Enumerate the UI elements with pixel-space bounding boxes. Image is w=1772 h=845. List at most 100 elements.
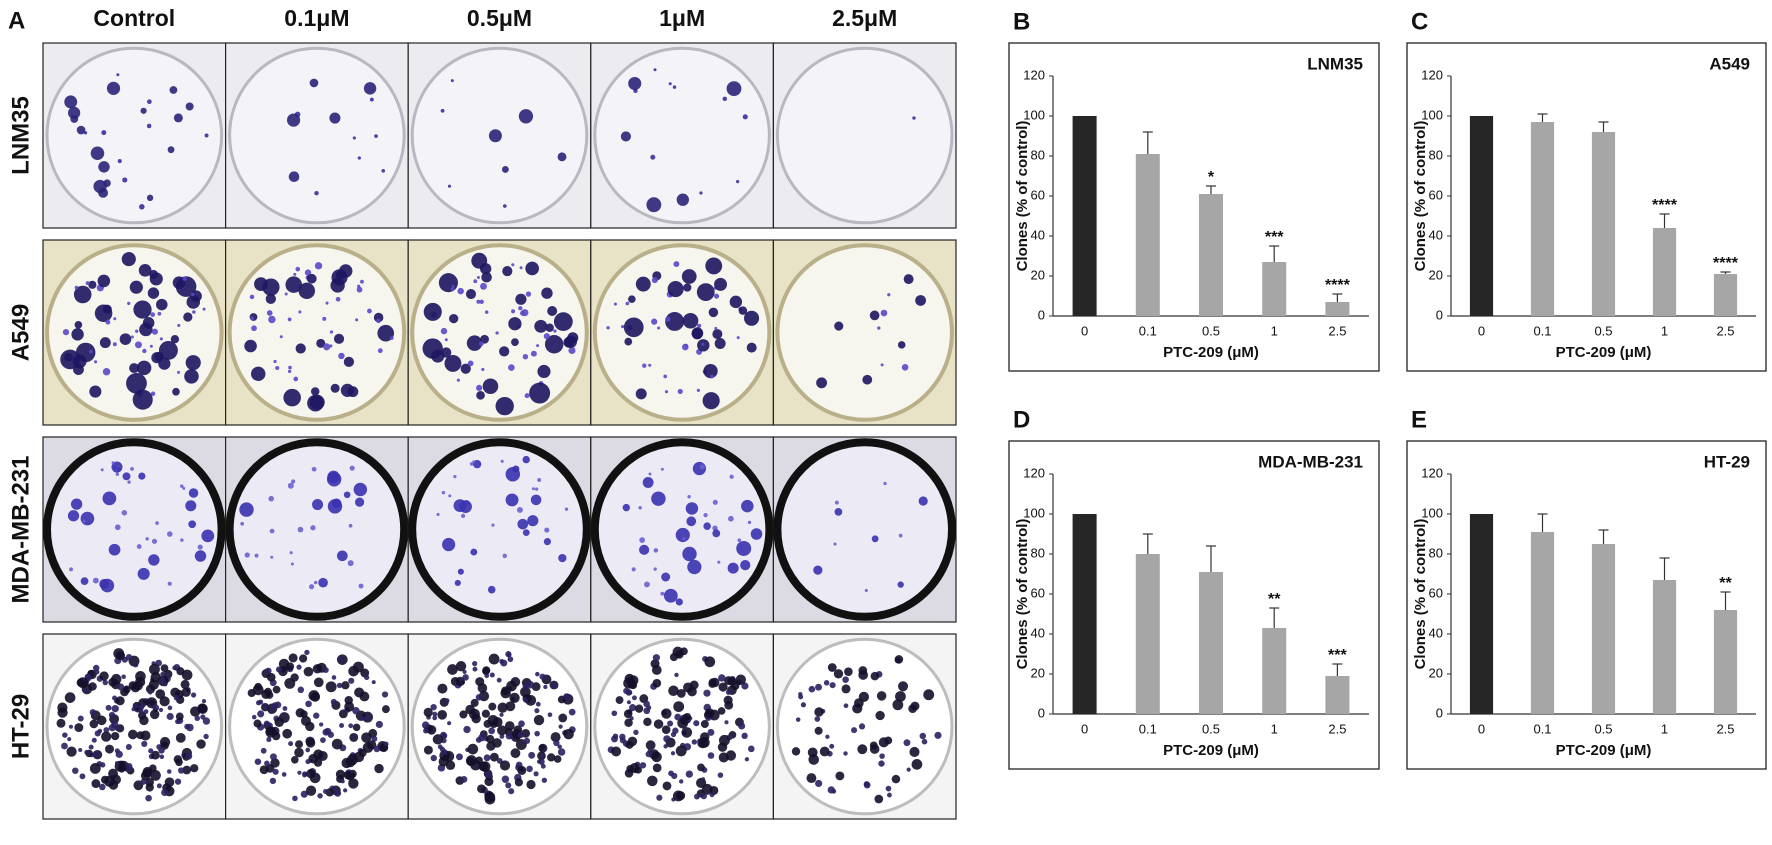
- colony: [567, 332, 579, 344]
- colony: [651, 665, 662, 675]
- x-tick-label: 0.5: [1594, 721, 1612, 736]
- colony: [685, 502, 699, 515]
- colony: [282, 728, 293, 739]
- colony: [511, 263, 515, 267]
- colony: [665, 311, 685, 331]
- colony: [472, 660, 478, 667]
- colony: [190, 692, 197, 698]
- colony: [712, 329, 723, 340]
- colony: [883, 481, 887, 486]
- colony: [172, 665, 177, 671]
- colony: [869, 310, 880, 321]
- colony: [522, 455, 530, 464]
- colony: [282, 706, 288, 711]
- colony: [258, 699, 264, 705]
- colony: [611, 735, 619, 743]
- colony: [677, 717, 689, 729]
- colony: [138, 472, 146, 480]
- colony: [635, 276, 651, 292]
- colony: [373, 312, 384, 323]
- colony: [114, 761, 119, 766]
- colony: [289, 551, 293, 555]
- bar: [1591, 544, 1616, 714]
- colony: [141, 702, 146, 708]
- error-bar: [1659, 557, 1670, 580]
- colony: [558, 724, 563, 729]
- colony: [696, 283, 715, 301]
- colony: [114, 524, 121, 531]
- plate-photo: [590, 436, 774, 623]
- colony: [100, 578, 115, 593]
- colony: [683, 712, 692, 721]
- colony: [827, 663, 837, 672]
- row-label: MDA-MB-231: [7, 455, 34, 603]
- colony: [705, 257, 723, 275]
- colony: [484, 673, 490, 679]
- colony: [613, 302, 617, 306]
- colony: [455, 676, 465, 687]
- colony: [367, 308, 372, 314]
- colony: [251, 366, 266, 382]
- colony: [261, 689, 271, 699]
- colony: [178, 767, 185, 774]
- colony: [469, 462, 474, 466]
- colony: [149, 272, 163, 286]
- colony: [77, 677, 89, 689]
- colony: [142, 348, 147, 354]
- colony: [460, 513, 466, 518]
- colony: [99, 671, 109, 681]
- colony: [85, 281, 90, 286]
- colony: [717, 742, 728, 752]
- plate: [410, 243, 589, 422]
- colony: [284, 292, 288, 296]
- y-axis-label: Clones (% of control): [1412, 519, 1429, 670]
- colony: [701, 783, 713, 795]
- x-tick-label: 1: [1271, 323, 1278, 338]
- colony: [642, 477, 654, 488]
- colony: [150, 770, 161, 781]
- chart-title: LNM35: [1307, 54, 1363, 73]
- colony: [130, 335, 134, 339]
- colony: [169, 86, 178, 94]
- colony: [64, 352, 73, 362]
- colony: [306, 273, 317, 284]
- colony: [389, 336, 394, 340]
- colony: [62, 329, 70, 336]
- colony: [662, 781, 672, 791]
- colony: [305, 785, 317, 796]
- colony: [516, 506, 523, 513]
- colony: [308, 690, 320, 702]
- colony: [116, 651, 126, 661]
- y-tick-label: 20: [1429, 267, 1443, 282]
- plate: [775, 243, 955, 422]
- plate: [593, 46, 771, 225]
- colony: [143, 709, 149, 714]
- colony: [74, 285, 79, 290]
- colony: [647, 775, 658, 787]
- colony: [348, 723, 354, 729]
- colony: [729, 474, 734, 479]
- colony: [57, 707, 68, 718]
- colony: [502, 266, 513, 277]
- colony: [823, 680, 830, 686]
- colony: [160, 671, 165, 677]
- colony: [475, 677, 485, 687]
- colony: [182, 276, 187, 281]
- colony: [535, 487, 539, 491]
- plate: [228, 46, 406, 225]
- colony: [99, 783, 106, 791]
- colony: [330, 383, 340, 393]
- colony: [304, 269, 312, 276]
- colony: [291, 479, 296, 484]
- colony: [271, 702, 279, 709]
- colony: [149, 709, 160, 720]
- plate: [775, 46, 954, 225]
- colony: [482, 666, 491, 675]
- colony: [149, 344, 153, 348]
- bar: [1469, 514, 1494, 714]
- colony: [831, 788, 837, 794]
- colony: [878, 760, 885, 767]
- colony: [472, 460, 476, 464]
- colony: [430, 703, 437, 711]
